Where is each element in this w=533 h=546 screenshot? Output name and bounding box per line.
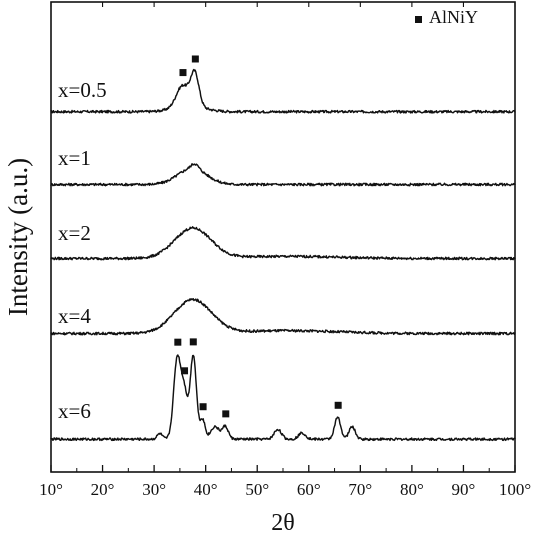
- legend-marker: [415, 16, 422, 23]
- alniy-marker: [199, 403, 207, 411]
- trace-label: x=6: [58, 399, 91, 423]
- xrd-trace: [50, 354, 516, 442]
- xrd-trace: [50, 68, 516, 114]
- alniy-marker: [191, 55, 199, 63]
- alniy-marker: [334, 401, 342, 409]
- alniy-marker: [181, 367, 189, 375]
- legend-label: AlNiY: [429, 7, 478, 27]
- traces-group: [50, 68, 516, 442]
- x-tick-label: 50°: [245, 480, 269, 499]
- plot-frame: [50, 1, 516, 473]
- x-tick-label: 20°: [91, 480, 115, 499]
- x-axis-ticks: 10° 20° 30° 40° 50° 60° 70° 80° 90° 100°: [39, 2, 531, 499]
- x-axis-label: 2θ: [271, 510, 295, 536]
- alniy-marker: [179, 69, 187, 77]
- xrd-trace: [50, 163, 516, 187]
- phase-markers-group: [174, 55, 342, 418]
- x-tick-label: 40°: [194, 480, 218, 499]
- xrd-trace: [50, 226, 516, 261]
- trace-labels-group: x=0.5 x=1 x=2 x=4 x=6: [58, 78, 107, 423]
- x-tick-label: 70°: [348, 480, 372, 499]
- x-tick-label: 60°: [297, 480, 321, 499]
- trace-label: x=2: [58, 221, 91, 245]
- alniy-marker: [189, 338, 197, 346]
- x-tick-label: 100°: [499, 480, 531, 499]
- x-tick-label: 10°: [39, 480, 63, 499]
- alniy-marker: [222, 410, 230, 418]
- x-tick-label: 90°: [452, 480, 476, 499]
- legend: AlNiY: [415, 7, 478, 27]
- x-tick-label: 30°: [142, 480, 166, 499]
- trace-label: x=0.5: [58, 78, 107, 102]
- y-axis-label: Intensity (a.u.): [3, 158, 33, 316]
- x-tick-label: 80°: [400, 480, 424, 499]
- xrd-trace: [50, 298, 516, 336]
- trace-label: x=1: [58, 146, 91, 170]
- trace-label: x=4: [58, 304, 91, 328]
- alniy-marker: [174, 338, 182, 346]
